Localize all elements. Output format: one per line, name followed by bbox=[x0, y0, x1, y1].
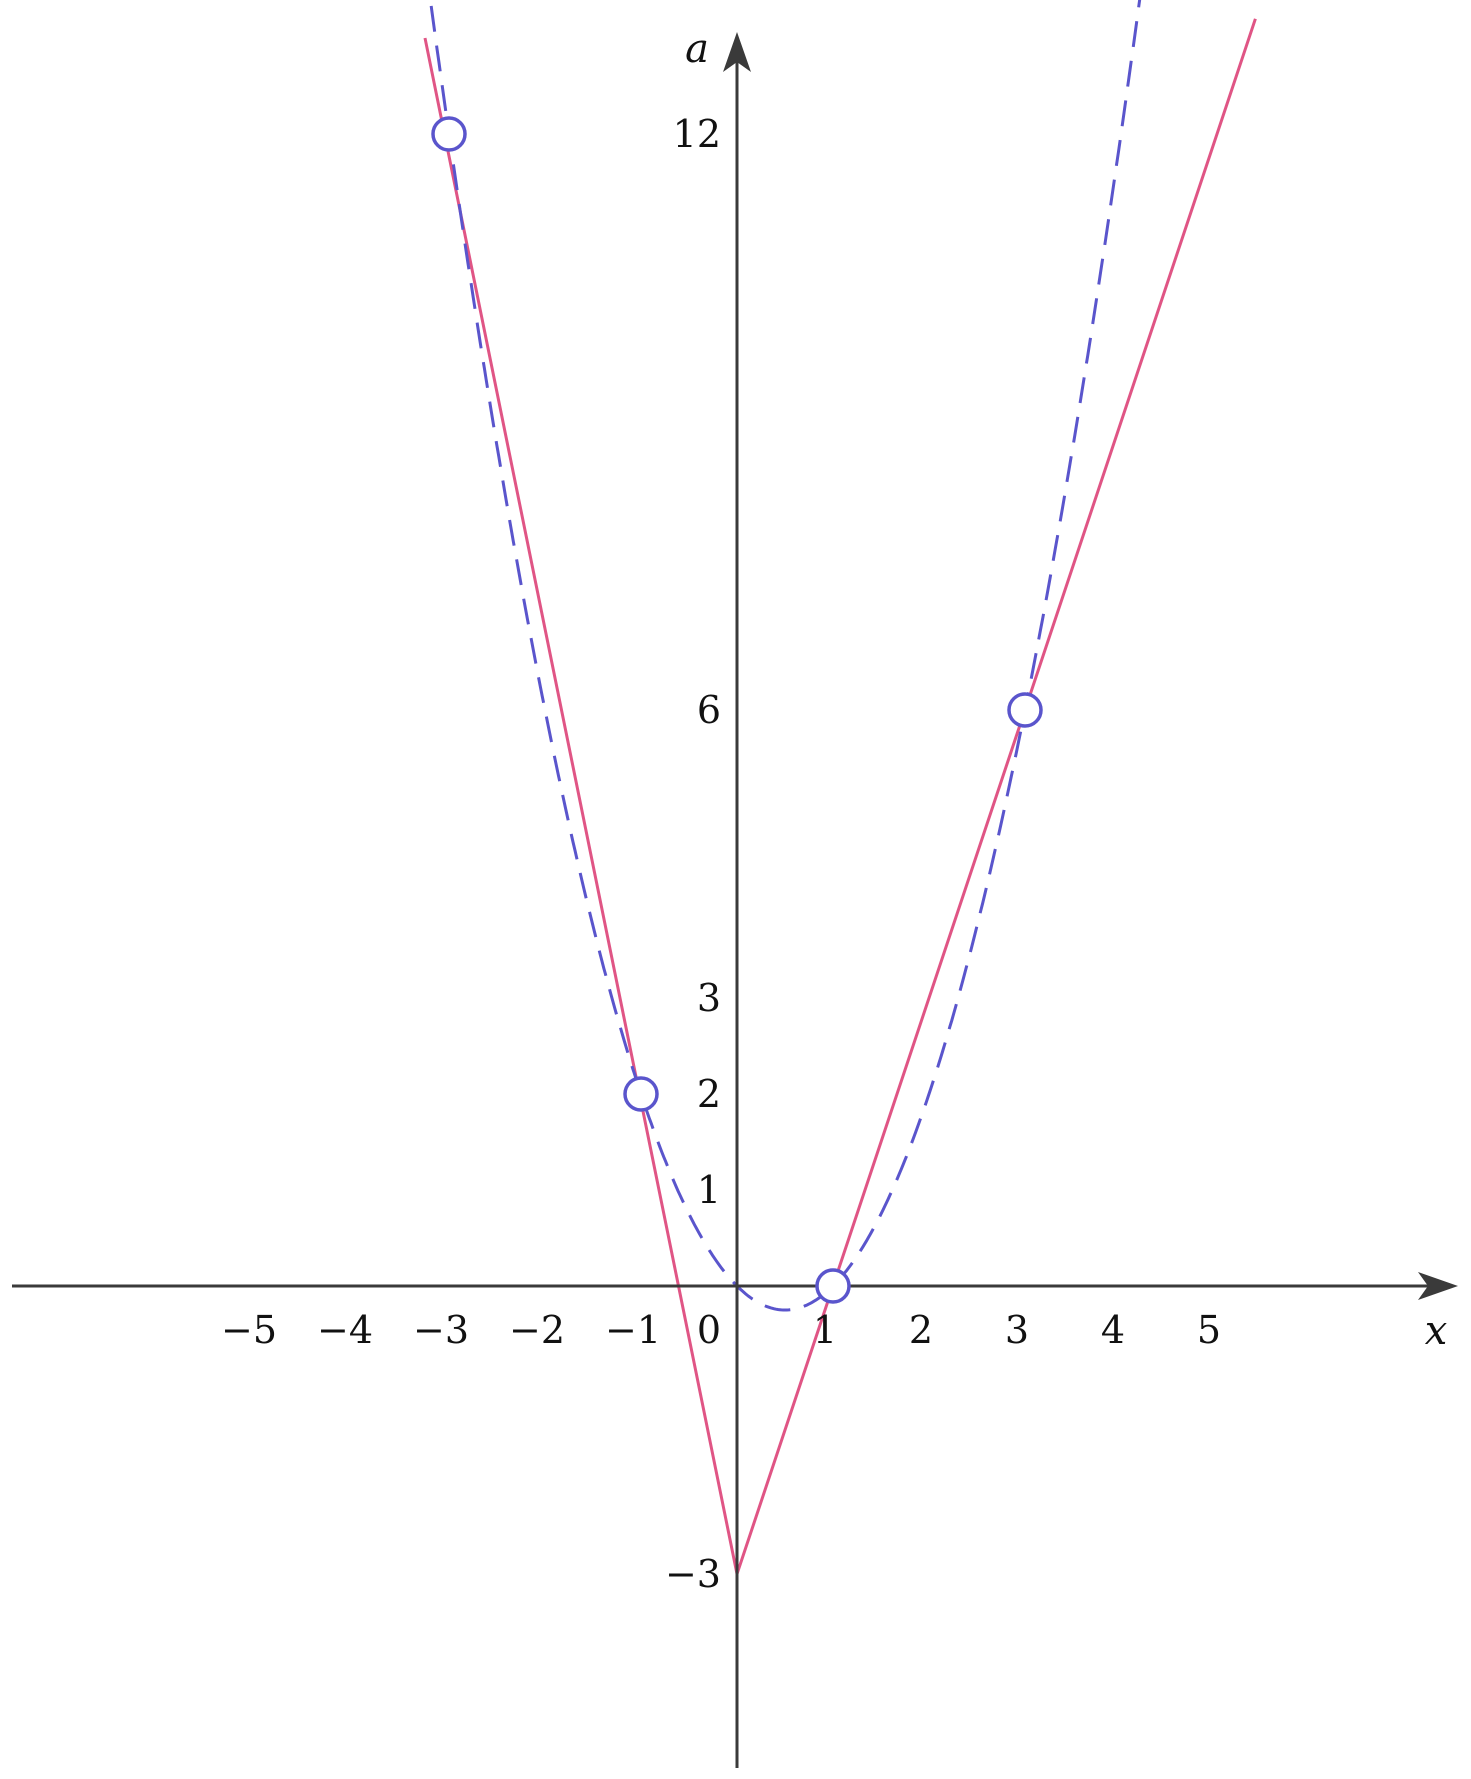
y-tick-label: −3 bbox=[665, 1552, 721, 1596]
y-axis-label: a bbox=[685, 26, 709, 72]
x-tick-label: 1 bbox=[813, 1308, 837, 1352]
open-point bbox=[1007, 692, 1043, 728]
y-tick-label: 3 bbox=[697, 976, 721, 1020]
y-tick-label: 2 bbox=[697, 1072, 721, 1116]
y-tick-label: 12 bbox=[673, 112, 721, 156]
x-tick-label: −2 bbox=[509, 1308, 565, 1352]
open-point bbox=[815, 1268, 851, 1304]
x-tick-label: 4 bbox=[1101, 1308, 1125, 1352]
open-point bbox=[623, 1076, 659, 1112]
x-tick-label: −3 bbox=[413, 1308, 469, 1352]
origin-label: 0 bbox=[697, 1308, 721, 1352]
x-tick-label: −4 bbox=[317, 1308, 373, 1352]
axes-layer bbox=[12, 32, 1458, 1768]
open-point bbox=[431, 116, 467, 152]
y-tick-label: 1 bbox=[697, 1168, 721, 1212]
points-layer bbox=[431, 116, 1043, 1304]
x-tick-label: 5 bbox=[1197, 1308, 1221, 1352]
y-tick-label: 6 bbox=[697, 688, 721, 732]
x-axis-arrow-icon bbox=[1418, 1272, 1458, 1300]
dashed-parabola-curve bbox=[428, 0, 1142, 1312]
x-tick-label: 3 bbox=[1005, 1308, 1029, 1352]
x-tick-label: −5 bbox=[221, 1308, 277, 1352]
x-axis-label: x bbox=[1425, 1308, 1448, 1354]
x-tick-label: −1 bbox=[605, 1308, 661, 1352]
y-axis-arrow-icon bbox=[723, 32, 751, 72]
x-tick-label: 2 bbox=[909, 1308, 933, 1352]
